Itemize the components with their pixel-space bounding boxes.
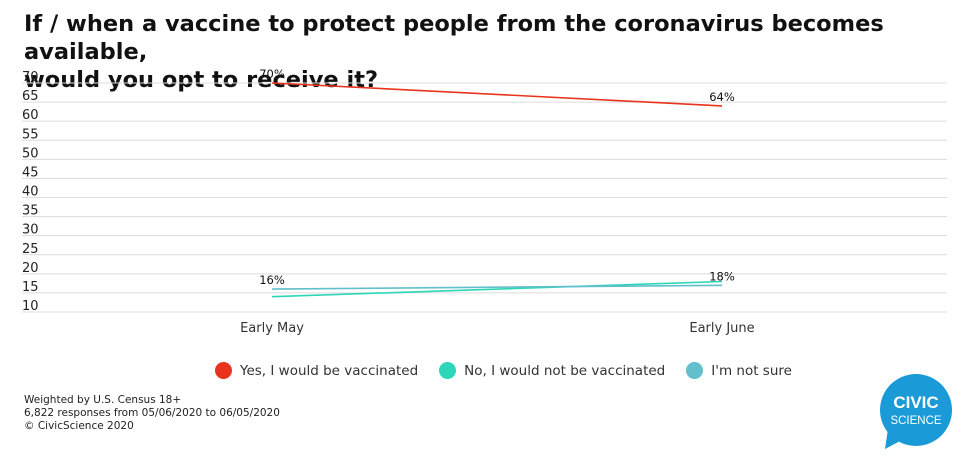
chart-title: If / when a vaccine to protect people fr… (24, 10, 954, 94)
footer-notes: Weighted by U.S. Census 18+ 6,822 respon… (24, 394, 280, 433)
y-tick-55: 55 (22, 127, 39, 142)
legend-label-yes: Yes, I would be vaccinated (240, 362, 419, 379)
legend-label-no: No, I would not be vaccinated (464, 362, 666, 379)
y-tick-20: 20 (22, 261, 39, 276)
x-category-1: Early June (689, 321, 754, 336)
legend-item-no[interactable]: No, I would not be vaccinated (439, 362, 665, 379)
legend-item-not-sure[interactable]: I'm not sure (686, 362, 792, 379)
legend: Yes, I would be vaccinated No, I would n… (215, 362, 813, 379)
legend-swatch-yes (215, 362, 232, 379)
legend-item-yes[interactable]: Yes, I would be vaccinated (215, 362, 418, 379)
y-tick-25: 25 (22, 242, 39, 257)
footer-weighting: Weighted by U.S. Census 18+ (24, 394, 182, 406)
x-category-0: Early May (240, 321, 304, 336)
y-tick-40: 40 (22, 185, 39, 200)
footer-responses: 6,822 responses from 05/06/2020 to 06/05… (24, 407, 280, 419)
y-tick-35: 35 (22, 204, 39, 219)
data-label-0-1: 64% (709, 90, 735, 104)
y-tick-60: 60 (22, 108, 39, 123)
y-tick-15: 15 (22, 280, 39, 295)
title-line-2: would you opt to receive it? (24, 67, 379, 93)
y-tick-10: 10 (22, 299, 39, 314)
series-line-1 (271, 280, 723, 298)
y-axis-ticks: 70 65 60 55 50 45 40 35 30 25 20 15 10 (22, 70, 39, 314)
series-line-0 (271, 82, 723, 107)
data-label-2-0: 16% (259, 273, 285, 287)
logo-text-civic: CIVIC (893, 393, 938, 412)
legend-swatch-no (439, 362, 457, 379)
civicscience-logo: CIVIC SCIENCE (880, 374, 952, 449)
data-labels: 70% 64% 16% 18% (259, 67, 735, 287)
y-tick-70: 70 (22, 70, 39, 85)
y-tick-30: 30 (22, 223, 39, 238)
title-line-1: If / when a vaccine to protect people fr… (24, 11, 884, 65)
series-line-2 (271, 284, 723, 290)
logo-text-science: SCIENCE (890, 415, 941, 427)
legend-swatch-not-sure (686, 362, 704, 379)
series-lines (271, 82, 723, 298)
x-axis-categories: Early May Early June (240, 321, 755, 336)
gridlines (22, 82, 947, 313)
data-label-0-0: 70% (259, 67, 285, 81)
y-tick-50: 50 (22, 146, 39, 161)
data-label-2-1: 18% (709, 269, 735, 283)
legend-label-not-sure: I'm not sure (711, 362, 792, 379)
footer-copyright: © CivicScience 2020 (24, 420, 134, 432)
y-tick-65: 65 (22, 89, 39, 104)
y-tick-45: 45 (22, 165, 39, 180)
